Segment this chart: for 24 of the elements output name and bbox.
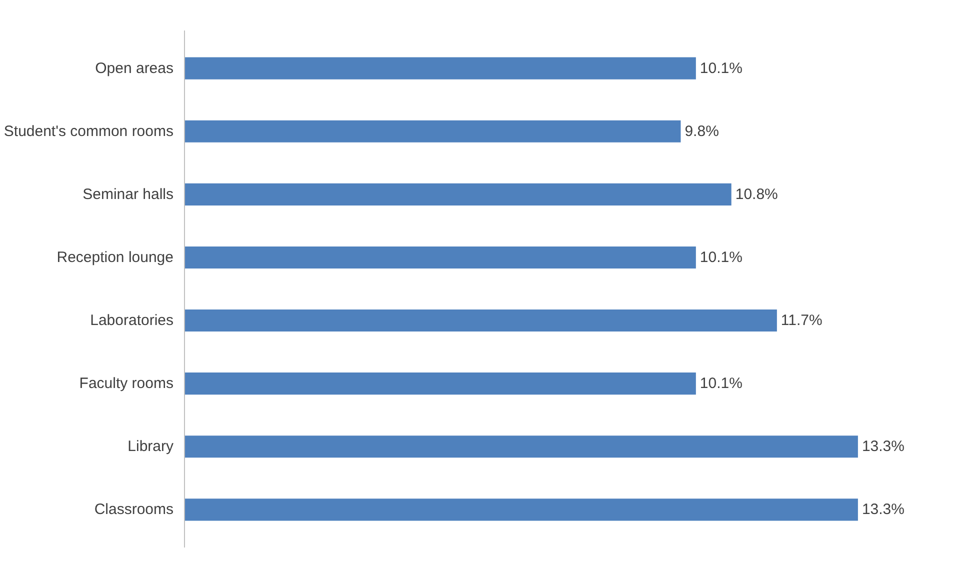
y-tick-label: Library xyxy=(128,438,174,456)
bar xyxy=(184,57,696,80)
y-tick-label: Student's common rooms xyxy=(4,122,174,140)
bar xyxy=(184,183,732,206)
data-label: 13.3% xyxy=(862,501,904,518)
y-tick-label: Reception lounge xyxy=(56,248,174,266)
bar xyxy=(184,120,681,142)
y-tick-label: Seminar halls xyxy=(82,186,174,203)
y-tick-label: Classrooms xyxy=(94,501,174,518)
data-label: 10.8% xyxy=(735,186,778,203)
data-label: 10.1% xyxy=(700,375,742,392)
bar xyxy=(184,372,696,395)
bar xyxy=(184,246,696,269)
data-label: 11.7% xyxy=(780,312,822,330)
data-label: 9.8% xyxy=(684,122,719,140)
bar xyxy=(184,498,858,521)
bar xyxy=(184,309,777,332)
data-label: 10.1% xyxy=(700,60,742,77)
data-label: 13.3% xyxy=(862,438,904,456)
bar xyxy=(184,436,858,458)
y-tick-label: Laboratories xyxy=(90,312,174,330)
y-tick-label: Faculty rooms xyxy=(79,375,174,392)
data-label: 10.1% xyxy=(700,248,742,266)
y-tick-label: Open areas xyxy=(95,60,174,77)
